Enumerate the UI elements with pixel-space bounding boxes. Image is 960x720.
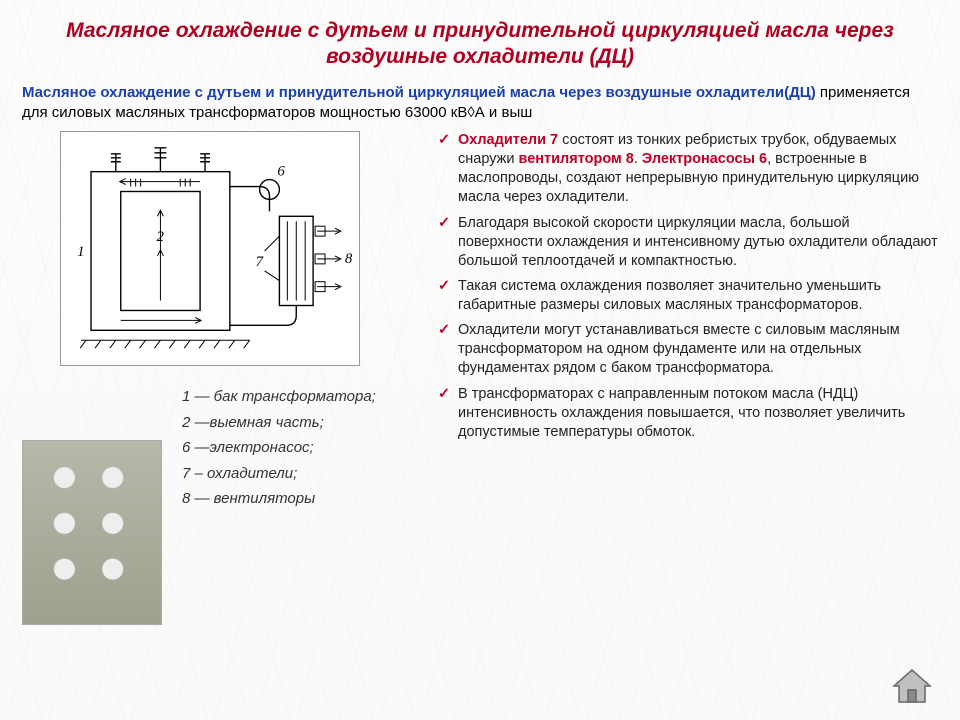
two-column-layout: 1 2 6 7 8 1 — бак трансформатора; 2 —вые… [22,131,938,512]
diagram-label-8: 8 [345,251,353,267]
legend-item-2: 2 —выемная часть; [182,410,422,436]
legend-item-1: 1 — бак трансформатора; [182,384,422,410]
slide-content: Масляное охлаждение с дутьем и принудите… [0,0,960,522]
diagram-label-1: 1 [77,244,84,260]
bullet-item: Благодаря высокой скорости циркуляции ма… [436,214,938,271]
slide-title: Масляное охлаждение с дутьем и принудите… [22,18,938,71]
bullet-text: . [634,151,642,167]
bullet-item: Такая система охлаждения позволяет значи… [436,277,938,315]
diagram-label-2: 2 [156,229,164,245]
schematic-diagram: 1 2 6 7 8 [60,131,360,366]
intro-lead: Масляное охлаждение с дутьем и принудите… [22,84,816,101]
bullet-list: Охладители 7 состоят из тонких ребристых… [436,131,938,442]
diagram-legend: 1 — бак трансформатора; 2 —выемная часть… [182,384,422,512]
bullet-highlight: Электронасосы 6 [642,151,767,167]
home-icon[interactable] [890,666,934,706]
intro-paragraph: Масляное охлаждение с дутьем и принудите… [22,83,938,124]
diagram-label-7: 7 [256,254,264,270]
legend-item-6: 6 —электронасос; [182,435,422,461]
right-column: Охладители 7 состоят из тонких ребристых… [436,131,938,512]
bullet-highlight: вентилятором 8 [518,151,633,167]
diagram-label-6: 6 [277,164,285,180]
bullet-highlight: Охладители 7 [458,132,558,148]
bullet-item: Охладители могут устанавливаться вместе … [436,321,938,378]
bullet-item: В трансформаторах с направленным потоком… [436,385,938,442]
left-column: 1 2 6 7 8 1 — бак трансформатора; 2 —вые… [22,131,422,512]
legend-item-7: 7 – охладители; [182,461,422,487]
legend-item-8: 8 — вентиляторы [182,486,422,512]
bullet-item: Охладители 7 состоят из тонких ребристых… [436,131,938,208]
